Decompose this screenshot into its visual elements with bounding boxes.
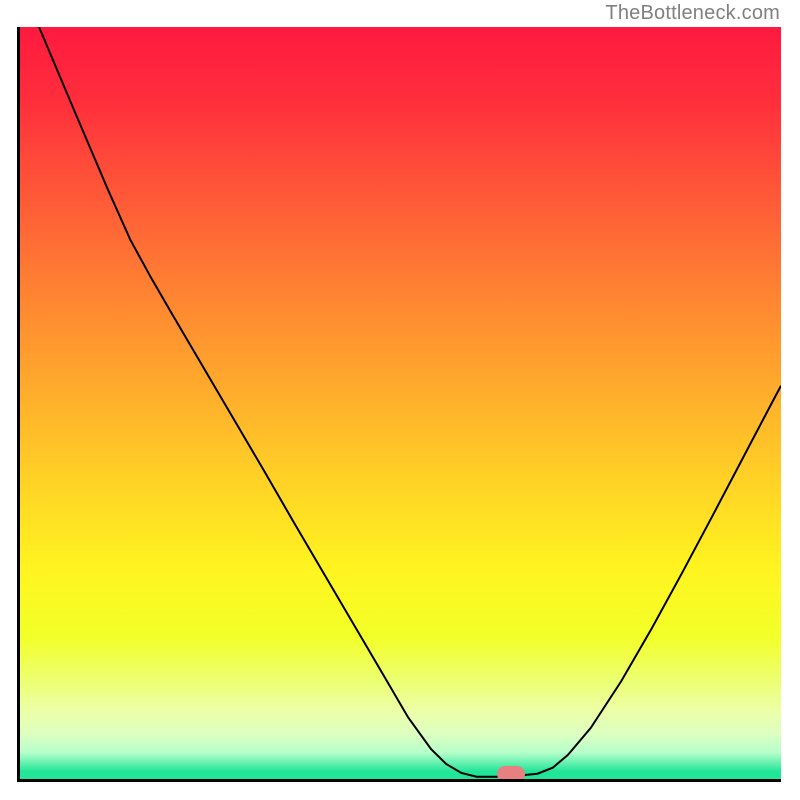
bottleneck-curve [20, 27, 781, 779]
x-axis-line [17, 779, 781, 782]
y-axis-line [17, 27, 20, 779]
watermark-text: TheBottleneck.com [605, 2, 780, 25]
curve-path [39, 27, 781, 777]
plot-area [20, 27, 781, 779]
